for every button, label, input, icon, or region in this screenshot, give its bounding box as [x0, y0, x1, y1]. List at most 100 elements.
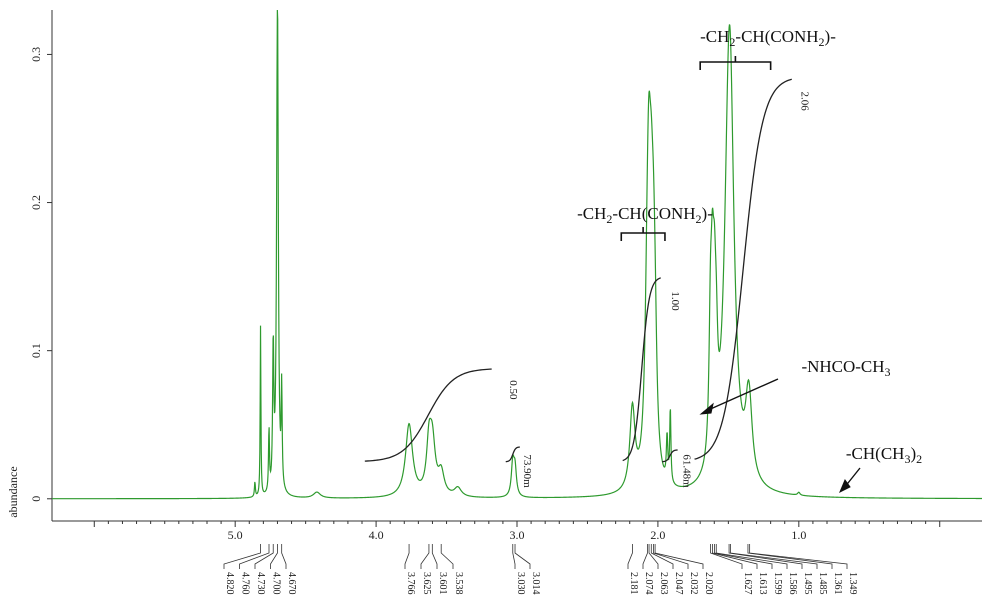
annotation-subscript: 2	[729, 35, 735, 49]
peak-leader-line	[715, 544, 788, 569]
annotation-text: -CH(CH3)2	[846, 444, 922, 466]
peak-label: 2.047	[673, 572, 684, 595]
annotation-segment: )-	[825, 27, 837, 46]
integral-value-label: 2.06	[799, 91, 811, 111]
peak-leader-line	[714, 544, 773, 569]
peak-label: 4.760	[240, 572, 251, 595]
y-tick-label: 0	[29, 496, 43, 502]
peak-label: 3.014	[530, 572, 541, 595]
peak-leader-line	[747, 544, 833, 569]
peak-label: 1.495	[802, 572, 813, 595]
y-tick-label: 0.3	[29, 47, 43, 62]
structure-annotations: -CH2-CH(CONH2)--CH2-CH(CONH2)--NHCO-CH3-…	[577, 27, 922, 494]
peak-label: 3.625	[421, 572, 432, 595]
annotation-segment: -CH(CONH	[612, 204, 695, 223]
integral-curves: 0.50 73.90m 1.00 61.48m 2.06	[364, 78, 811, 488]
x-tick-label: 1.0	[791, 528, 806, 542]
peak-leader-line	[420, 544, 430, 569]
annotation-bracket	[699, 56, 772, 70]
annotation-segment: -NHCO-CH	[801, 357, 884, 376]
peak-leader-line	[512, 544, 516, 569]
integral-curve	[622, 277, 661, 462]
peak-leader-line	[642, 544, 648, 569]
peak-leader-line	[239, 544, 270, 569]
annotation-arrowhead	[699, 402, 714, 415]
peak-leader-line	[749, 544, 848, 569]
x-tick-label: 5.0	[228, 528, 243, 542]
x-axis-ticks: 5.0 4.0 3.0 2.0 1.0	[93, 521, 941, 542]
peak-leader-line	[648, 544, 659, 569]
peak-leader-line	[514, 544, 531, 569]
peak-label: 1.599	[772, 572, 783, 595]
peak-leader-line	[431, 544, 438, 569]
peak-leader-line	[710, 544, 743, 569]
peak-leader-line	[627, 544, 633, 569]
x-tick-label: 3.0	[510, 528, 525, 542]
peak-label: 3.030	[515, 572, 526, 595]
peak-label: 3.601	[437, 572, 448, 595]
peak-label: 1.485	[817, 572, 828, 595]
annotation-text: -CH2-CH(CONH2)-	[700, 27, 836, 49]
annotation-subscript: 2	[916, 452, 922, 466]
integral-curve	[662, 449, 678, 463]
annotation-segment: -CH	[577, 204, 606, 223]
annotation-segment: -CH	[700, 27, 729, 46]
peak-leader-line	[281, 544, 287, 569]
peak-leader-line	[254, 544, 274, 569]
peak-label: 1.361	[832, 572, 843, 595]
y-axis-ticks: 0 0.1 0.2 0.3	[29, 47, 52, 502]
peak-leader-line	[650, 544, 674, 569]
x-tick-label: 2.0	[650, 528, 665, 542]
annotation-segment: )	[910, 444, 916, 463]
annotation-bracket	[620, 227, 666, 241]
annotation-segment: )-	[702, 204, 714, 223]
peak-label: 2.181	[628, 572, 639, 595]
integral-curve	[364, 368, 492, 462]
annotation-subscript: 2	[606, 212, 612, 226]
integral-curve	[505, 446, 520, 463]
x-tick-label: 4.0	[369, 528, 384, 542]
peak-label: 2.032	[688, 572, 699, 595]
peak-leader-line	[270, 544, 278, 569]
annotation-arrow-line	[705, 378, 779, 412]
integral-value-label: 0.50	[507, 380, 519, 400]
peak-leader-line	[653, 544, 689, 569]
peak-label: 4.820	[224, 572, 235, 595]
integral-value-label: 61.48m	[680, 454, 692, 488]
spectrum-trace	[52, 9, 982, 500]
peak-label: 1.613	[757, 572, 768, 595]
peak-leader-line	[654, 544, 704, 569]
peak-leader-line	[712, 544, 758, 569]
peak-label: 3.766	[405, 572, 416, 595]
peak-label: 3.538	[453, 572, 464, 595]
integral-value-label: 1.00	[669, 291, 681, 311]
peak-label: 1.586	[787, 572, 798, 595]
peak-leader-line	[223, 544, 261, 569]
peak-label: 4.730	[255, 572, 266, 595]
peak-label: 1.627	[742, 572, 753, 595]
annotation-subscript: 3	[904, 452, 910, 466]
y-tick-label: 0.2	[29, 195, 43, 210]
annotation-arrowhead	[839, 478, 851, 494]
chart-axes	[51, 10, 982, 522]
peak-label: 2.020	[703, 572, 714, 595]
y-axis-label: abundance	[6, 466, 20, 517]
peak-leader-line	[404, 544, 410, 569]
peak-leader-line	[440, 544, 454, 569]
annotation-text: -CH2-CH(CONH2)-	[577, 204, 713, 226]
annotation-subscript: 2	[696, 212, 702, 226]
peak-label-list: 4.820 4.760 4.730 4.700 4.670 3.766 3.625 3.601…	[223, 544, 858, 595]
peak-label: 2.074	[643, 572, 654, 595]
annotation-segment: -CH(CONH	[735, 27, 818, 46]
peak-label: 1.349	[847, 572, 858, 595]
y-tick-label: 0.1	[29, 343, 43, 358]
annotation-subscript: 2	[819, 35, 825, 49]
integral-value-label: 73.90m	[521, 454, 533, 488]
annotation-text: -NHCO-CH3	[801, 357, 890, 379]
peak-label: 4.700	[271, 572, 282, 595]
peak-leader-line	[728, 544, 803, 569]
annotation-subscript: 3	[885, 365, 891, 379]
peak-leader-line	[730, 544, 818, 569]
peak-label: 4.670	[286, 572, 297, 595]
